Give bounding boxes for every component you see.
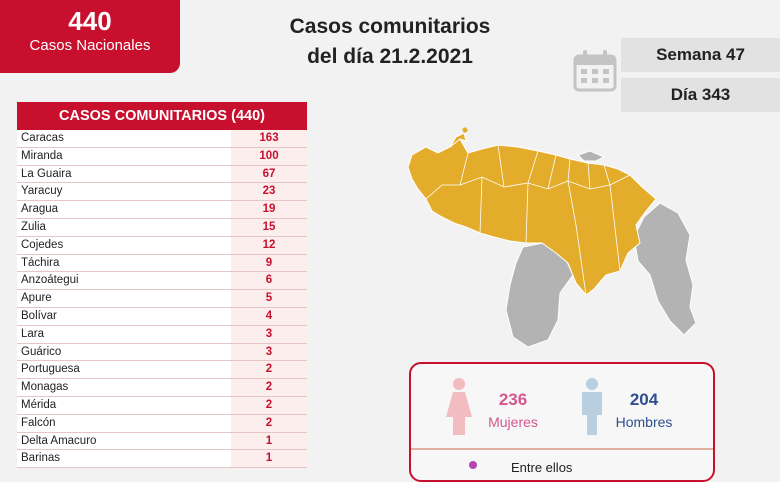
case-count: 4 <box>231 307 307 325</box>
case-count: 1 <box>231 432 307 450</box>
state-name: Zulia <box>17 218 231 236</box>
female-person-icon <box>446 378 472 435</box>
table-row: Aragua 19 <box>17 201 307 219</box>
calendar-icon <box>573 50 617 92</box>
state-name: Apure <box>17 290 231 307</box>
case-count: 2 <box>231 414 307 432</box>
state-name: Miranda <box>17 147 231 165</box>
table-row: Portuguesa 2 <box>17 361 307 380</box>
female-label: Mujeres <box>488 414 538 430</box>
case-count: 100 <box>231 147 307 165</box>
state-name: Portuguesa <box>17 361 231 379</box>
among-them-label: Entre ellos <box>511 460 573 475</box>
page-title: Casos comunitarios del día 21.2.2021 <box>250 12 530 72</box>
case-count: 9 <box>231 254 307 272</box>
bullet-dot <box>469 461 477 469</box>
state-name: Guárico <box>17 343 231 361</box>
state-name: Delta Amacuro <box>17 432 231 450</box>
national-cases-label: Casos Nacionales <box>29 37 151 54</box>
case-count: 2 <box>231 379 307 396</box>
case-count: 12 <box>231 236 307 254</box>
state-name: Lara <box>17 325 231 343</box>
case-count: 1 <box>231 450 307 468</box>
case-count: 23 <box>231 183 307 201</box>
table-row: Bolívar 4 <box>17 307 307 326</box>
case-count: 67 <box>231 165 307 183</box>
table-header: CASOS COMUNITARIOS (440) <box>17 102 307 130</box>
table-row: Caracas 163 <box>17 130 307 148</box>
male-label: Hombres <box>615 414 673 430</box>
case-count: 3 <box>231 343 307 361</box>
table-row: Delta Amacuro 1 <box>17 432 307 451</box>
map-region-falcon <box>449 132 467 148</box>
national-cases-count: 440 <box>68 6 112 36</box>
female-count: 236 <box>498 390 528 409</box>
case-count: 6 <box>231 272 307 290</box>
table-row: Yaracuy 23 <box>17 183 307 202</box>
state-name: Barinas <box>17 450 231 468</box>
case-count: 3 <box>231 325 307 343</box>
week-label: Semana 47 <box>621 38 780 72</box>
case-count: 2 <box>231 396 307 414</box>
table-row: Monagas 2 <box>17 379 307 397</box>
state-name: Bolívar <box>17 307 231 325</box>
table-row: La Guaira 67 <box>17 165 307 184</box>
case-count: 2 <box>231 361 307 379</box>
national-cases-card: 440 Casos Nacionales <box>0 0 180 73</box>
table-row: Cojedes 12 <box>17 236 307 255</box>
state-name: Anzoátegui <box>17 272 231 290</box>
state-name: Yaracuy <box>17 183 231 201</box>
map-region-esequibo <box>633 202 697 336</box>
table-body: Caracas 163 Miranda 100 La Guaira 67 Yaracuy 23… <box>17 130 307 469</box>
title-line-2: del día 21.2.2021 <box>307 45 473 68</box>
male-person-icon <box>582 378 602 435</box>
state-name: Mérida <box>17 396 231 414</box>
map-region-margarita <box>577 150 606 162</box>
table-row: Falcón 2 <box>17 414 307 433</box>
state-name: Táchira <box>17 254 231 272</box>
community-cases-table: CASOS COMUNITARIOS (440) Caracas 163 Miran… <box>17 102 307 469</box>
table-row: Zulia 15 <box>17 218 307 237</box>
state-name: Monagas <box>17 379 231 396</box>
table-row: Anzoátegui 6 <box>17 272 307 291</box>
panel-divider <box>411 448 713 450</box>
state-name: La Guaira <box>17 165 231 183</box>
table-row: Mérida 2 <box>17 396 307 415</box>
table-row: Guárico 3 <box>17 343 307 362</box>
case-count: 5 <box>231 290 307 307</box>
table-row: Apure 5 <box>17 290 307 308</box>
state-name: Aragua <box>17 201 231 218</box>
table-row: Barinas 1 <box>17 450 307 469</box>
table-row: Táchira 9 <box>17 254 307 273</box>
state-name: Cojedes <box>17 236 231 254</box>
day-label: Día 343 <box>621 78 780 112</box>
table-row: Miranda 100 <box>17 147 307 166</box>
map-islet <box>462 127 468 133</box>
male-count: 204 <box>629 390 659 409</box>
state-name: Falcón <box>17 414 231 432</box>
case-count: 15 <box>231 218 307 236</box>
venezuela-map <box>407 127 697 348</box>
gender-breakdown-panel: 236 Mujeres 204 Hombres Entre ellos <box>409 362 715 482</box>
case-count: 163 <box>231 130 307 147</box>
state-name: Caracas <box>17 130 231 147</box>
case-count: 19 <box>231 201 307 218</box>
title-line-1: Casos comunitarios <box>289 15 491 38</box>
table-row: Lara 3 <box>17 325 307 344</box>
